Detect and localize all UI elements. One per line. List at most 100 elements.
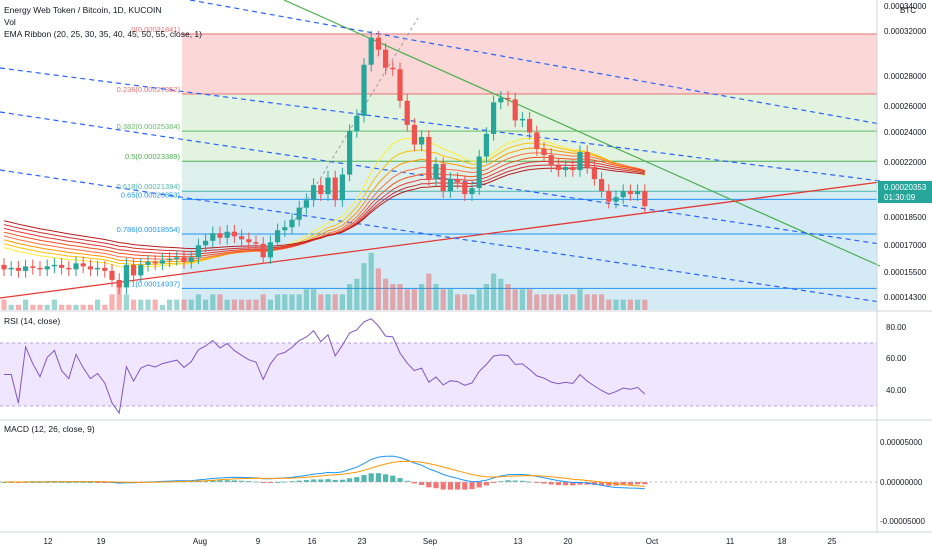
macd-hist-bar: [368, 473, 374, 482]
red-trendline[interactable]: [0, 181, 881, 299]
candle-body: [102, 267, 108, 271]
volume-bar: [181, 299, 187, 310]
candle-body: [318, 185, 324, 195]
volume-bar: [375, 268, 381, 310]
dashed-channel-4[interactable]: [0, 169, 881, 303]
macd-hist-bar: [591, 482, 597, 485]
macd-hist-bar: [80, 481, 86, 483]
symbol-title[interactable]: Energy Web Token / Bitcoin, 1D, KUCOIN: [4, 5, 161, 15]
volume-bar: [30, 304, 36, 310]
rsi-tick: 60.00: [886, 354, 907, 363]
candle-body: [138, 264, 144, 276]
legend: Energy Web Token / Bitcoin, 1D, KUCOIN V…: [4, 5, 202, 39]
macd-label[interactable]: MACD (12, 26, close, 9): [4, 424, 95, 434]
macd-hist-bar: [642, 482, 648, 485]
volume-bar: [66, 304, 72, 310]
price-axis[interactable]: 0.00034000 0.00032000 0.00028000 0.00026000…: [884, 2, 927, 302]
macd-hist-bar: [419, 482, 425, 485]
candle-body: [462, 182, 468, 195]
macd-hist-bar: [296, 480, 302, 482]
macd-tick: 0.00000000: [880, 478, 923, 487]
macd-hist-bar: [325, 479, 331, 482]
volume-bar: [620, 299, 626, 310]
rsi-label[interactable]: RSI (14, close): [4, 316, 60, 326]
candle-body: [260, 243, 266, 258]
volume-bar: [203, 299, 209, 310]
candle-body: [95, 267, 101, 270]
candle-body: [167, 258, 173, 261]
volume-bar: [347, 284, 353, 310]
fib-zone-0: [182, 34, 877, 95]
candle-body: [411, 124, 417, 145]
macd-hist-bar: [282, 481, 288, 483]
volume-bar: [635, 299, 641, 310]
fib-label-0: 0(0.00031841): [131, 25, 180, 34]
candle-body: [563, 167, 569, 171]
candle-body: [433, 164, 439, 180]
candle-body: [73, 263, 79, 270]
macd-hist-bar: [339, 479, 345, 482]
volume-bar: [246, 299, 252, 310]
candle-body: [527, 118, 533, 133]
candle-body: [174, 257, 180, 259]
volume-bar: [577, 289, 583, 310]
volume-bar: [627, 299, 633, 310]
candle-body: [80, 263, 86, 267]
macd-hist-bar: [599, 482, 605, 486]
volume-bar: [548, 294, 554, 310]
candle-body: [440, 164, 446, 192]
time-axis[interactable]: 12 19 Aug 9 16 23 Sep 13 20 Oct 11 18 25: [44, 537, 837, 546]
macd-hist-bar: [447, 482, 453, 490]
dashed-channel-2[interactable]: [0, 67, 881, 182]
volume-bar: [239, 299, 245, 310]
ema-ribbon-label[interactable]: EMA Ribbon (20, 25, 30, 35, 40, 45, 50, …: [4, 29, 202, 39]
volume-bar: [37, 304, 43, 310]
macd-hist-bar: [627, 482, 633, 485]
candle-body: [332, 177, 338, 201]
volume-bar: [116, 284, 122, 310]
macd-hist-bar: [203, 480, 209, 482]
candle-body: [217, 233, 223, 238]
macd-hist-bar: [519, 480, 525, 482]
fib-zone-6: [182, 233, 877, 289]
candle-body: [15, 267, 21, 271]
candle-body: [159, 260, 165, 264]
volume-bar: [519, 289, 525, 310]
price-tick: 0.00032000: [884, 27, 927, 36]
candle-body: [555, 165, 561, 171]
fib-label-0.236: 0.236(0.00027852): [117, 85, 181, 94]
candle-body: [44, 266, 50, 270]
volume-bar: [505, 284, 511, 310]
fib-label-1: 1(0.00014937): [131, 279, 180, 288]
time-tick: 9: [256, 537, 261, 546]
volume-bar: [15, 304, 21, 310]
volume-bar: [73, 304, 79, 310]
volume-bar: [491, 273, 497, 310]
candle-body: [152, 261, 158, 264]
candle-body: [231, 231, 237, 237]
macd-hist-bar: [476, 482, 482, 488]
macd-hist-bar: [102, 482, 108, 483]
macd-hist-bar: [390, 475, 396, 482]
volume-bar: [570, 294, 576, 310]
macd-hist-bar: [469, 482, 475, 490]
macd-tick: -0.00005000: [880, 517, 925, 526]
candle-body: [375, 37, 381, 50]
bar-countdown: 01:30:09: [884, 193, 916, 202]
time-tick: 23: [358, 537, 367, 546]
candle-body: [426, 136, 432, 180]
green-trendline[interactable]: [283, 0, 881, 267]
fib-label-0.5: 0.5(0.00023389): [125, 152, 181, 161]
volume-bar: [462, 294, 468, 310]
macd-hist-bar: [570, 482, 576, 486]
fib-label-0.65: 0.65(0.00020853): [121, 190, 181, 199]
candle-body: [123, 264, 129, 288]
volume-label[interactable]: Vol: [4, 17, 16, 27]
candle-body: [368, 37, 374, 65]
time-tick: 11: [726, 537, 735, 546]
macd-hist-bar: [563, 482, 569, 486]
macd-hist-bar: [548, 482, 554, 485]
dashed-channel-3[interactable]: [0, 111, 881, 245]
macd-hist-bar: [541, 482, 547, 484]
